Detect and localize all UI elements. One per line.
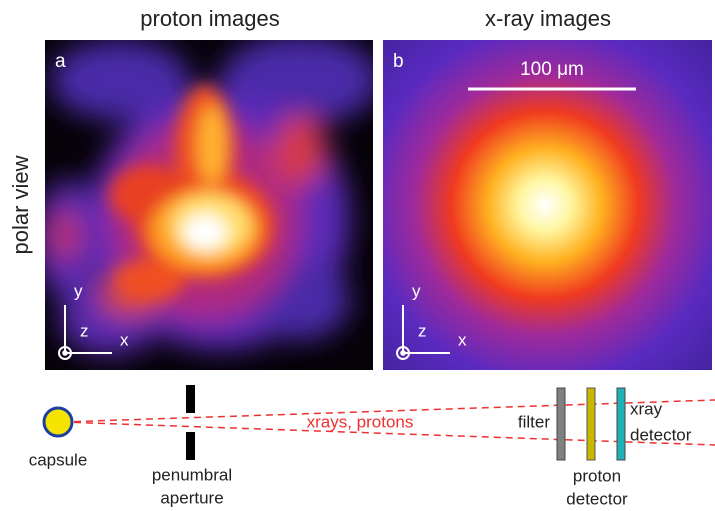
proton-detector-label: proton: [573, 466, 621, 485]
panel-label: a: [55, 51, 66, 72]
row-label: polar view: [8, 155, 33, 254]
column-title: proton images: [140, 6, 279, 31]
axis-label: y: [74, 281, 83, 300]
scale-label: 100 μm: [520, 59, 584, 80]
xray-detector-label: detector: [630, 425, 692, 444]
beam-label: xrays, protons: [307, 412, 414, 431]
filter-label: filter: [518, 412, 550, 431]
axis-label: x: [120, 330, 129, 349]
axis-label: x: [458, 330, 467, 349]
proton-image: [35, 35, 380, 370]
panel-label: b: [393, 51, 404, 72]
figure: proton images x-ray images polar view: [0, 0, 715, 511]
capsule-label: capsule: [29, 450, 88, 469]
aperture-label: aperture: [160, 488, 223, 507]
axis-label: y: [412, 281, 421, 300]
axis-label: z: [80, 321, 89, 340]
xray-detector-label: xray: [630, 399, 663, 418]
aperture-label: penumbral: [152, 465, 232, 484]
proton-detector-label: detector: [566, 489, 628, 508]
column-title: x-ray images: [485, 6, 611, 31]
axis-label: z: [418, 321, 427, 340]
